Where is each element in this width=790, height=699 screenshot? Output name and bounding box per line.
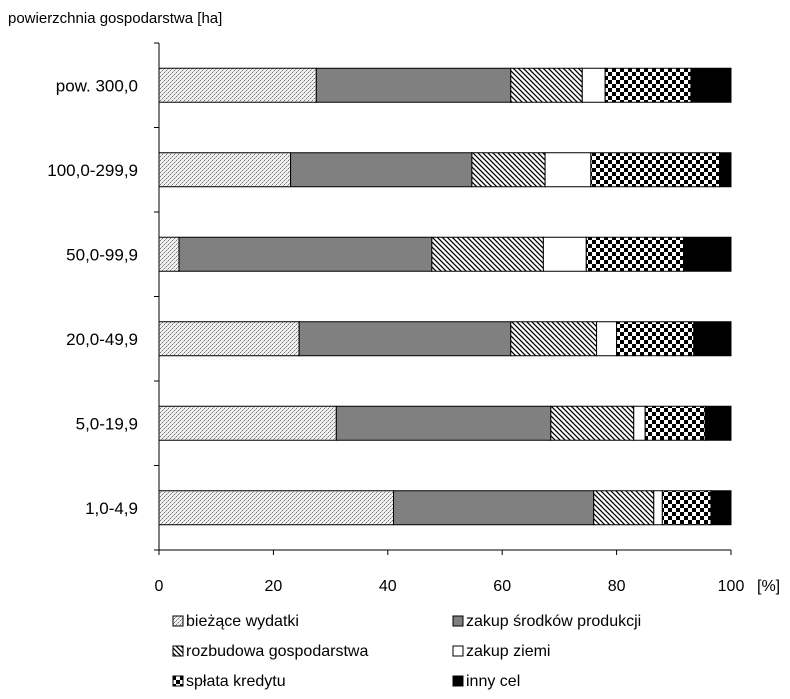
- x-tick-label: 60: [493, 578, 511, 595]
- bar-segment: [550, 405, 635, 441]
- bar-segment: [542, 236, 587, 272]
- bar-segment: [510, 67, 583, 103]
- legend-label: zakup ziemi: [466, 643, 550, 660]
- bar-segment: [158, 490, 395, 526]
- legend-swatch: [172, 675, 184, 687]
- bar-segment: [510, 321, 598, 357]
- bar-segment: [393, 490, 595, 526]
- bar-segment: [590, 152, 721, 188]
- legend-swatch: [452, 675, 464, 687]
- bar-segment: [431, 236, 544, 272]
- bar-segment: [683, 236, 732, 272]
- legend-swatch: [452, 645, 464, 657]
- bar-segment: [298, 321, 512, 357]
- bar-segment: [585, 236, 685, 272]
- bar-segment: [290, 152, 473, 188]
- bar-segment: [661, 490, 712, 526]
- bar-segment: [593, 490, 655, 526]
- bar-segment: [544, 152, 592, 188]
- legend-label: zakup środków produkcji: [466, 613, 641, 630]
- legend-swatch: [452, 615, 464, 627]
- bar-segment: [604, 67, 692, 103]
- bar-segment: [693, 321, 732, 357]
- category-label: 100,0-299,9: [47, 161, 138, 180]
- bar-segment: [633, 405, 646, 441]
- legend-label: bieżące wydatki: [186, 613, 299, 630]
- bars: [158, 67, 732, 526]
- x-axis-unit: [%]: [757, 578, 780, 595]
- axes: [154, 42, 731, 551]
- category-labels: pow. 300,0 100,0-299,9 50,0-99,9 20,0-49,9 5…: [47, 76, 138, 518]
- x-tick-label: 80: [608, 578, 626, 595]
- category-label: 5,0-19,9: [76, 414, 138, 433]
- bar-segment: [710, 490, 732, 526]
- bar-segment: [596, 321, 618, 357]
- bar-segment: [616, 321, 695, 357]
- legend-swatch: [172, 615, 184, 627]
- bar-segment: [690, 67, 732, 103]
- bar-segment: [471, 152, 546, 188]
- bar-segment: [158, 152, 292, 188]
- legend-label: spłata kredytu: [186, 673, 286, 690]
- bar-segment: [335, 405, 552, 441]
- legend-label: inny cel: [466, 673, 520, 690]
- category-label: pow. 300,0: [56, 76, 138, 95]
- bar-segment: [581, 67, 606, 103]
- bar-segment: [644, 405, 706, 441]
- bar-segment: [704, 405, 732, 441]
- x-tick-label: 20: [265, 578, 283, 595]
- x-tick-labels: 0 20 40 60 80 100: [155, 550, 745, 595]
- category-label: 20,0-49,9: [66, 330, 138, 349]
- legend: bieżące wydatki zakup środków produkcji ro…: [172, 613, 641, 690]
- x-tick-label: 100: [718, 578, 745, 595]
- bar-segment: [315, 67, 512, 103]
- category-label: 1,0-4,9: [85, 499, 138, 518]
- bar-segment: [178, 236, 433, 272]
- bar-segment: [158, 321, 300, 357]
- bar-segment: [653, 490, 663, 526]
- legend-label: rozbudowa gospodarstwa: [186, 643, 368, 660]
- x-tick-label: 0: [155, 578, 164, 595]
- legend-swatch: [172, 645, 184, 657]
- x-tick-label: 40: [379, 578, 397, 595]
- category-label: 50,0-99,9: [66, 245, 138, 264]
- y-axis-title: powierzchnia gospodarstwa [ha]: [8, 10, 222, 27]
- bar-segment: [158, 236, 180, 272]
- bar-segment: [719, 152, 732, 188]
- bar-segment: [158, 67, 317, 103]
- bar-segment: [158, 405, 337, 441]
